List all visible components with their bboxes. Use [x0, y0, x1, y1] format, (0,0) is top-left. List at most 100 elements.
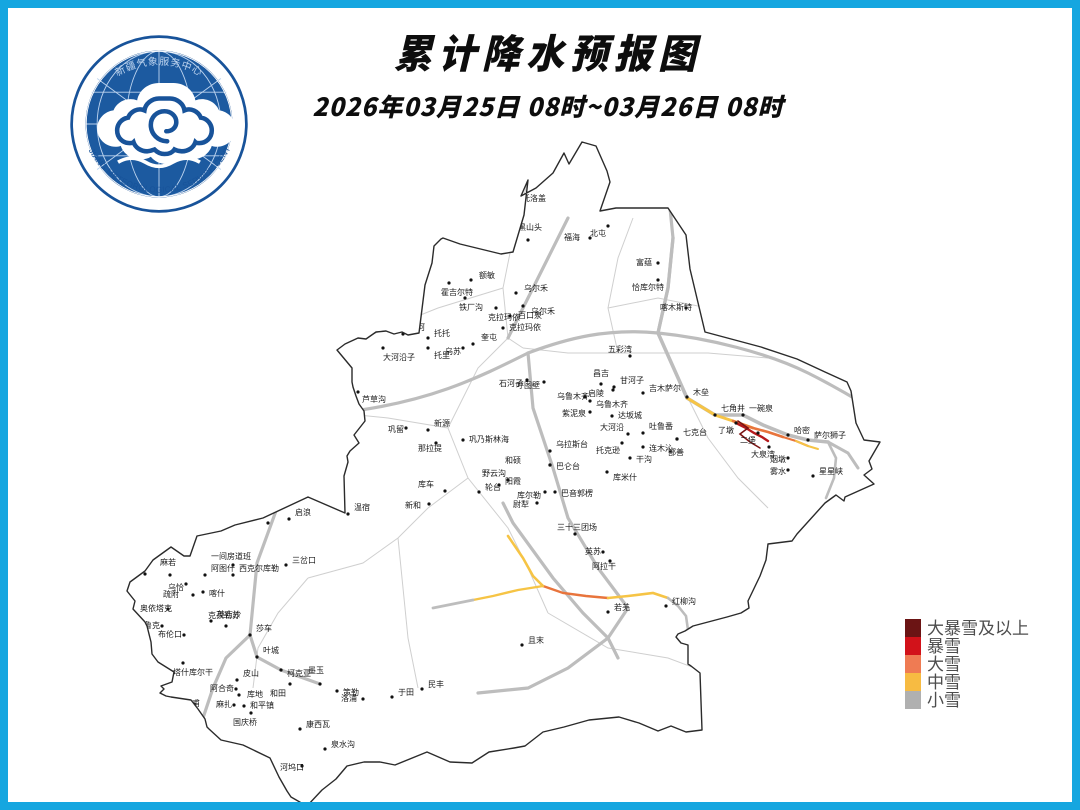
svg-text:富蕴: 富蕴 — [636, 257, 652, 268]
svg-text:皮山: 皮山 — [243, 668, 259, 679]
svg-text:和硕: 和硕 — [505, 455, 521, 466]
svg-text:达坂城: 达坂城 — [618, 410, 642, 421]
svg-text:百口泉: 百口泉 — [518, 310, 542, 321]
svg-text:新和: 新和 — [405, 500, 421, 511]
svg-text:伊宁: 伊宁 — [334, 405, 350, 416]
svg-text:那拉提: 那拉提 — [418, 443, 442, 454]
svg-text:霍吉尔特: 霍吉尔特 — [441, 287, 473, 298]
svg-text:甘河子: 甘河子 — [620, 375, 644, 386]
svg-text:福海: 福海 — [564, 232, 580, 243]
svg-text:奥依塔克: 奥依塔克 — [140, 603, 172, 614]
svg-text:英苏: 英苏 — [585, 546, 601, 557]
svg-text:乌苏: 乌苏 — [445, 346, 461, 357]
svg-text:国庆桥: 国庆桥 — [233, 717, 257, 728]
svg-text:和平镇: 和平镇 — [250, 700, 274, 711]
svg-text:麻扎: 麻扎 — [216, 699, 232, 710]
svg-text:昌吉: 昌吉 — [593, 368, 609, 379]
svg-text:吐鲁番: 吐鲁番 — [649, 421, 673, 432]
svg-text:民丰: 民丰 — [428, 679, 444, 690]
svg-text:哈密: 哈密 — [794, 425, 810, 436]
svg-text:阿勒泰: 阿勒泰 — [624, 189, 648, 200]
svg-text:小雪: 小雪 — [927, 686, 961, 711]
svg-text:河坞口: 河坞口 — [280, 762, 304, 773]
svg-text:且末: 且末 — [528, 635, 544, 646]
svg-text:额敏: 额敏 — [479, 270, 495, 281]
svg-text:巴仑台: 巴仑台 — [556, 461, 580, 472]
svg-text:乌鲁木齐: 乌鲁木齐 — [557, 391, 589, 402]
svg-text:野云沟: 野云沟 — [482, 468, 506, 479]
svg-text:红柳沟: 红柳沟 — [672, 596, 696, 607]
svg-text:紫泥泉: 紫泥泉 — [562, 408, 586, 419]
svg-text:托克逊: 托克逊 — [596, 445, 620, 456]
svg-text:英吉沙: 英吉沙 — [217, 609, 241, 620]
svg-text:大河沿: 大河沿 — [600, 422, 624, 433]
svg-text:康西瓦: 康西瓦 — [306, 719, 330, 730]
svg-text:库车: 库车 — [418, 479, 434, 490]
svg-text:喀木斯特: 喀木斯特 — [660, 302, 692, 313]
svg-text:托托: 托托 — [434, 328, 450, 339]
svg-text:卡拉齐: 卡拉齐 — [140, 663, 164, 674]
svg-text:乌鲁木齐: 乌鲁木齐 — [596, 399, 628, 410]
svg-text:一间房道班: 一间房道班 — [211, 551, 251, 562]
svg-text:界山达坂: 界山达坂 — [356, 778, 388, 789]
svg-text:七角井: 七角井 — [721, 403, 745, 414]
svg-text:莎车: 莎车 — [256, 623, 272, 634]
svg-text:喀什: 喀什 — [209, 588, 225, 599]
svg-text:星星峡: 星星峡 — [819, 466, 843, 477]
svg-text:洛浦: 洛浦 — [341, 693, 357, 704]
svg-text:尉犁: 尉犁 — [513, 499, 529, 510]
svg-text:乌拉斯台: 乌拉斯台 — [556, 439, 588, 450]
svg-text:吉根: 吉根 — [127, 558, 143, 569]
svg-text:霍尔果斯: 霍尔果斯 — [300, 377, 332, 388]
svg-text:塔什库尔干: 塔什库尔干 — [173, 667, 213, 678]
svg-text:萨尔狮子: 萨尔狮子 — [814, 430, 846, 441]
svg-text:五彩湾: 五彩湾 — [608, 344, 632, 355]
svg-text:克拉玛依: 克拉玛依 — [509, 322, 541, 333]
svg-text:布伦口: 布伦口 — [158, 629, 182, 640]
svg-text:乌尔禾: 乌尔禾 — [524, 283, 548, 294]
svg-text:二堡: 二堡 — [740, 435, 756, 446]
svg-text:雾水: 雾水 — [770, 466, 786, 477]
svg-text:干沟: 干沟 — [636, 454, 652, 465]
svg-text:七克台: 七克台 — [683, 427, 707, 438]
svg-text:北屯: 北屯 — [590, 228, 606, 239]
svg-text:巩留: 巩留 — [388, 424, 404, 435]
svg-text:库米什: 库米什 — [613, 472, 637, 483]
svg-text:库地: 库地 — [247, 689, 263, 700]
svg-text:阿图什: 阿图什 — [211, 563, 235, 574]
svg-text:烟墩: 烟墩 — [770, 454, 786, 465]
svg-text:芦草沟: 芦草沟 — [362, 394, 386, 405]
svg-text:新源: 新源 — [434, 418, 450, 429]
svg-text:吉木萨尔: 吉木萨尔 — [649, 383, 681, 394]
svg-text:温宿: 温宿 — [354, 502, 370, 513]
svg-text:疏附: 疏附 — [163, 589, 179, 600]
svg-text:于田: 于田 — [398, 687, 414, 698]
svg-text:三台: 三台 — [345, 324, 361, 335]
svg-text:启浪: 启浪 — [295, 507, 311, 518]
svg-text:叶城: 叶城 — [263, 645, 279, 656]
svg-text:柯克亚: 柯克亚 — [287, 668, 311, 679]
svg-text:阿拉干: 阿拉干 — [592, 561, 616, 572]
svg-text:塔城: 塔城 — [407, 238, 423, 249]
svg-text:麻若: 麻若 — [160, 557, 176, 568]
svg-text:大河沿子: 大河沿子 — [383, 352, 415, 363]
svg-text:木垒: 木垒 — [693, 387, 709, 398]
svg-text:三岔口: 三岔口 — [292, 555, 316, 566]
svg-text:巩乃斯林海: 巩乃斯林海 — [469, 434, 509, 445]
svg-text:阿合奇: 阿合奇 — [210, 683, 234, 694]
svg-text:西克尔库勒: 西克尔库勒 — [239, 563, 279, 574]
svg-text:奎屯: 奎屯 — [481, 332, 497, 343]
svg-text:三十三团场: 三十三团场 — [557, 522, 597, 533]
svg-text:铁厂沟: 铁厂沟 — [459, 302, 483, 313]
svg-text:启陵: 启陵 — [588, 388, 604, 399]
svg-text:一碗泉: 一碗泉 — [749, 403, 773, 414]
svg-text:晴河: 晴河 — [409, 322, 425, 333]
svg-text:了墩: 了墩 — [718, 425, 734, 436]
svg-text:恰库尔特: 恰库尔特 — [632, 282, 664, 293]
svg-text:若羌: 若羌 — [614, 602, 630, 613]
svg-text:呼图壁: 呼图壁 — [516, 380, 540, 391]
svg-text:泉水沟: 泉水沟 — [331, 739, 355, 750]
svg-text:鄯善: 鄯善 — [668, 447, 684, 458]
svg-text:和田: 和田 — [270, 688, 286, 699]
svg-text:巴音郭楞: 巴音郭楞 — [561, 488, 593, 499]
